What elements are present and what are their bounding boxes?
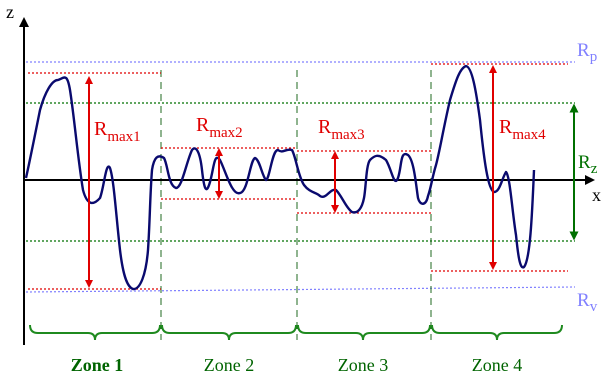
zone-1-brace [29, 324, 161, 341]
zone-3-label: Zone 3 [338, 355, 388, 375]
surface-profile [24, 64, 536, 291]
rv-label: Rv [577, 290, 598, 315]
zone-4-brace [431, 324, 563, 341]
zone-2-brace [161, 324, 297, 341]
rv-line [25, 286, 576, 293]
rmax2-label: Rmax2 [196, 114, 243, 141]
rmax3-label: Rmax3 [318, 116, 365, 143]
rp-label: Rp [577, 40, 597, 65]
z-axis-label: z [6, 2, 14, 22]
zone-3-brace [297, 324, 431, 341]
zone-1-label: Zone 1 [71, 355, 124, 375]
zone-4-label: Zone 4 [472, 355, 522, 375]
rmax1-label: Rmax1 [94, 118, 141, 145]
x-axis-label: x [592, 185, 601, 205]
zone-2-label: Zone 2 [204, 355, 254, 375]
rz-label: Rz [578, 152, 598, 177]
rmax4-label: Rmax4 [499, 116, 546, 143]
